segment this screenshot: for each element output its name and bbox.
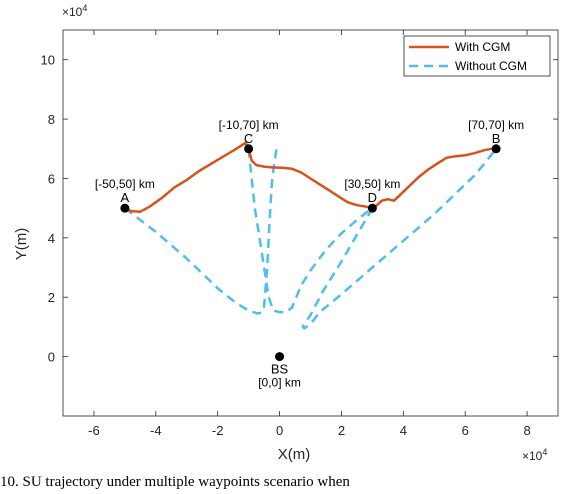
- legend: With CGM Without CGM: [403, 35, 551, 77]
- point-bs-label: BS: [271, 362, 289, 377]
- legend-label-without-cgm: Without CGM: [455, 59, 527, 73]
- point-bs-marker: [275, 352, 285, 362]
- x-axis-label: X(m): [278, 446, 311, 463]
- point-d-marker: [367, 203, 377, 213]
- series-without-cgm-segment-3: [301, 148, 498, 330]
- legend-box: [403, 35, 551, 77]
- legend-label-with-cgm: With CGM: [455, 40, 510, 54]
- y-tick-label: 4: [48, 231, 55, 246]
- point-a-marker: [120, 203, 130, 213]
- x-tick-label: 0: [276, 423, 283, 438]
- point-c-marker: [244, 144, 254, 154]
- point-c-annotation: [-10,70] km: [219, 118, 279, 132]
- point-b-annotation: [70,70] km: [468, 118, 524, 132]
- x-tick-label: 6: [462, 423, 469, 438]
- point-b-label: B: [492, 131, 501, 146]
- y-exponent-label: ×104: [62, 3, 87, 19]
- plot-content: A[-50,50] km C[-10,70] km D[30,50] km B[70,…: [95, 118, 524, 390]
- y-tick-label: 0: [48, 350, 55, 365]
- point-bs-annotation: [0,0] km: [258, 376, 301, 390]
- y-tick-label: 10: [41, 53, 55, 68]
- y-tick-label: 2: [48, 290, 55, 305]
- x-tick-label: 4: [400, 423, 407, 438]
- plot-frame: [62, 29, 559, 417]
- series-without-cgm-segment-1: [124, 148, 278, 315]
- series-with-cgm: [123, 141, 498, 213]
- point-c-label: C: [244, 131, 253, 146]
- x-tick-label: -6: [88, 423, 100, 438]
- x-exponent-label: ×104: [522, 447, 547, 463]
- axes: -6 -4 -2 0 2 4 6 8 0 2 4 6 8 10: [41, 29, 559, 438]
- point-b-marker: [491, 144, 501, 154]
- y-tick-label: 6: [48, 171, 55, 186]
- point-d-annotation: [30,50] km: [344, 177, 400, 191]
- y-tick-label: 8: [48, 112, 55, 127]
- point-d-label: D: [368, 190, 377, 205]
- x-tick-label: -2: [212, 423, 224, 438]
- x-tick-label: 8: [523, 423, 530, 438]
- point-a-annotation: [-50,50] km: [95, 177, 155, 191]
- x-tick-label: 2: [338, 423, 345, 438]
- x-tick-label: -4: [150, 423, 162, 438]
- series-without-cgm-segment-2: [247, 148, 374, 314]
- point-a-label: A: [121, 190, 130, 205]
- figure-caption: 10. SU trajectory under multiple waypoin…: [0, 474, 350, 490]
- y-axis-label: Y(m): [13, 228, 30, 261]
